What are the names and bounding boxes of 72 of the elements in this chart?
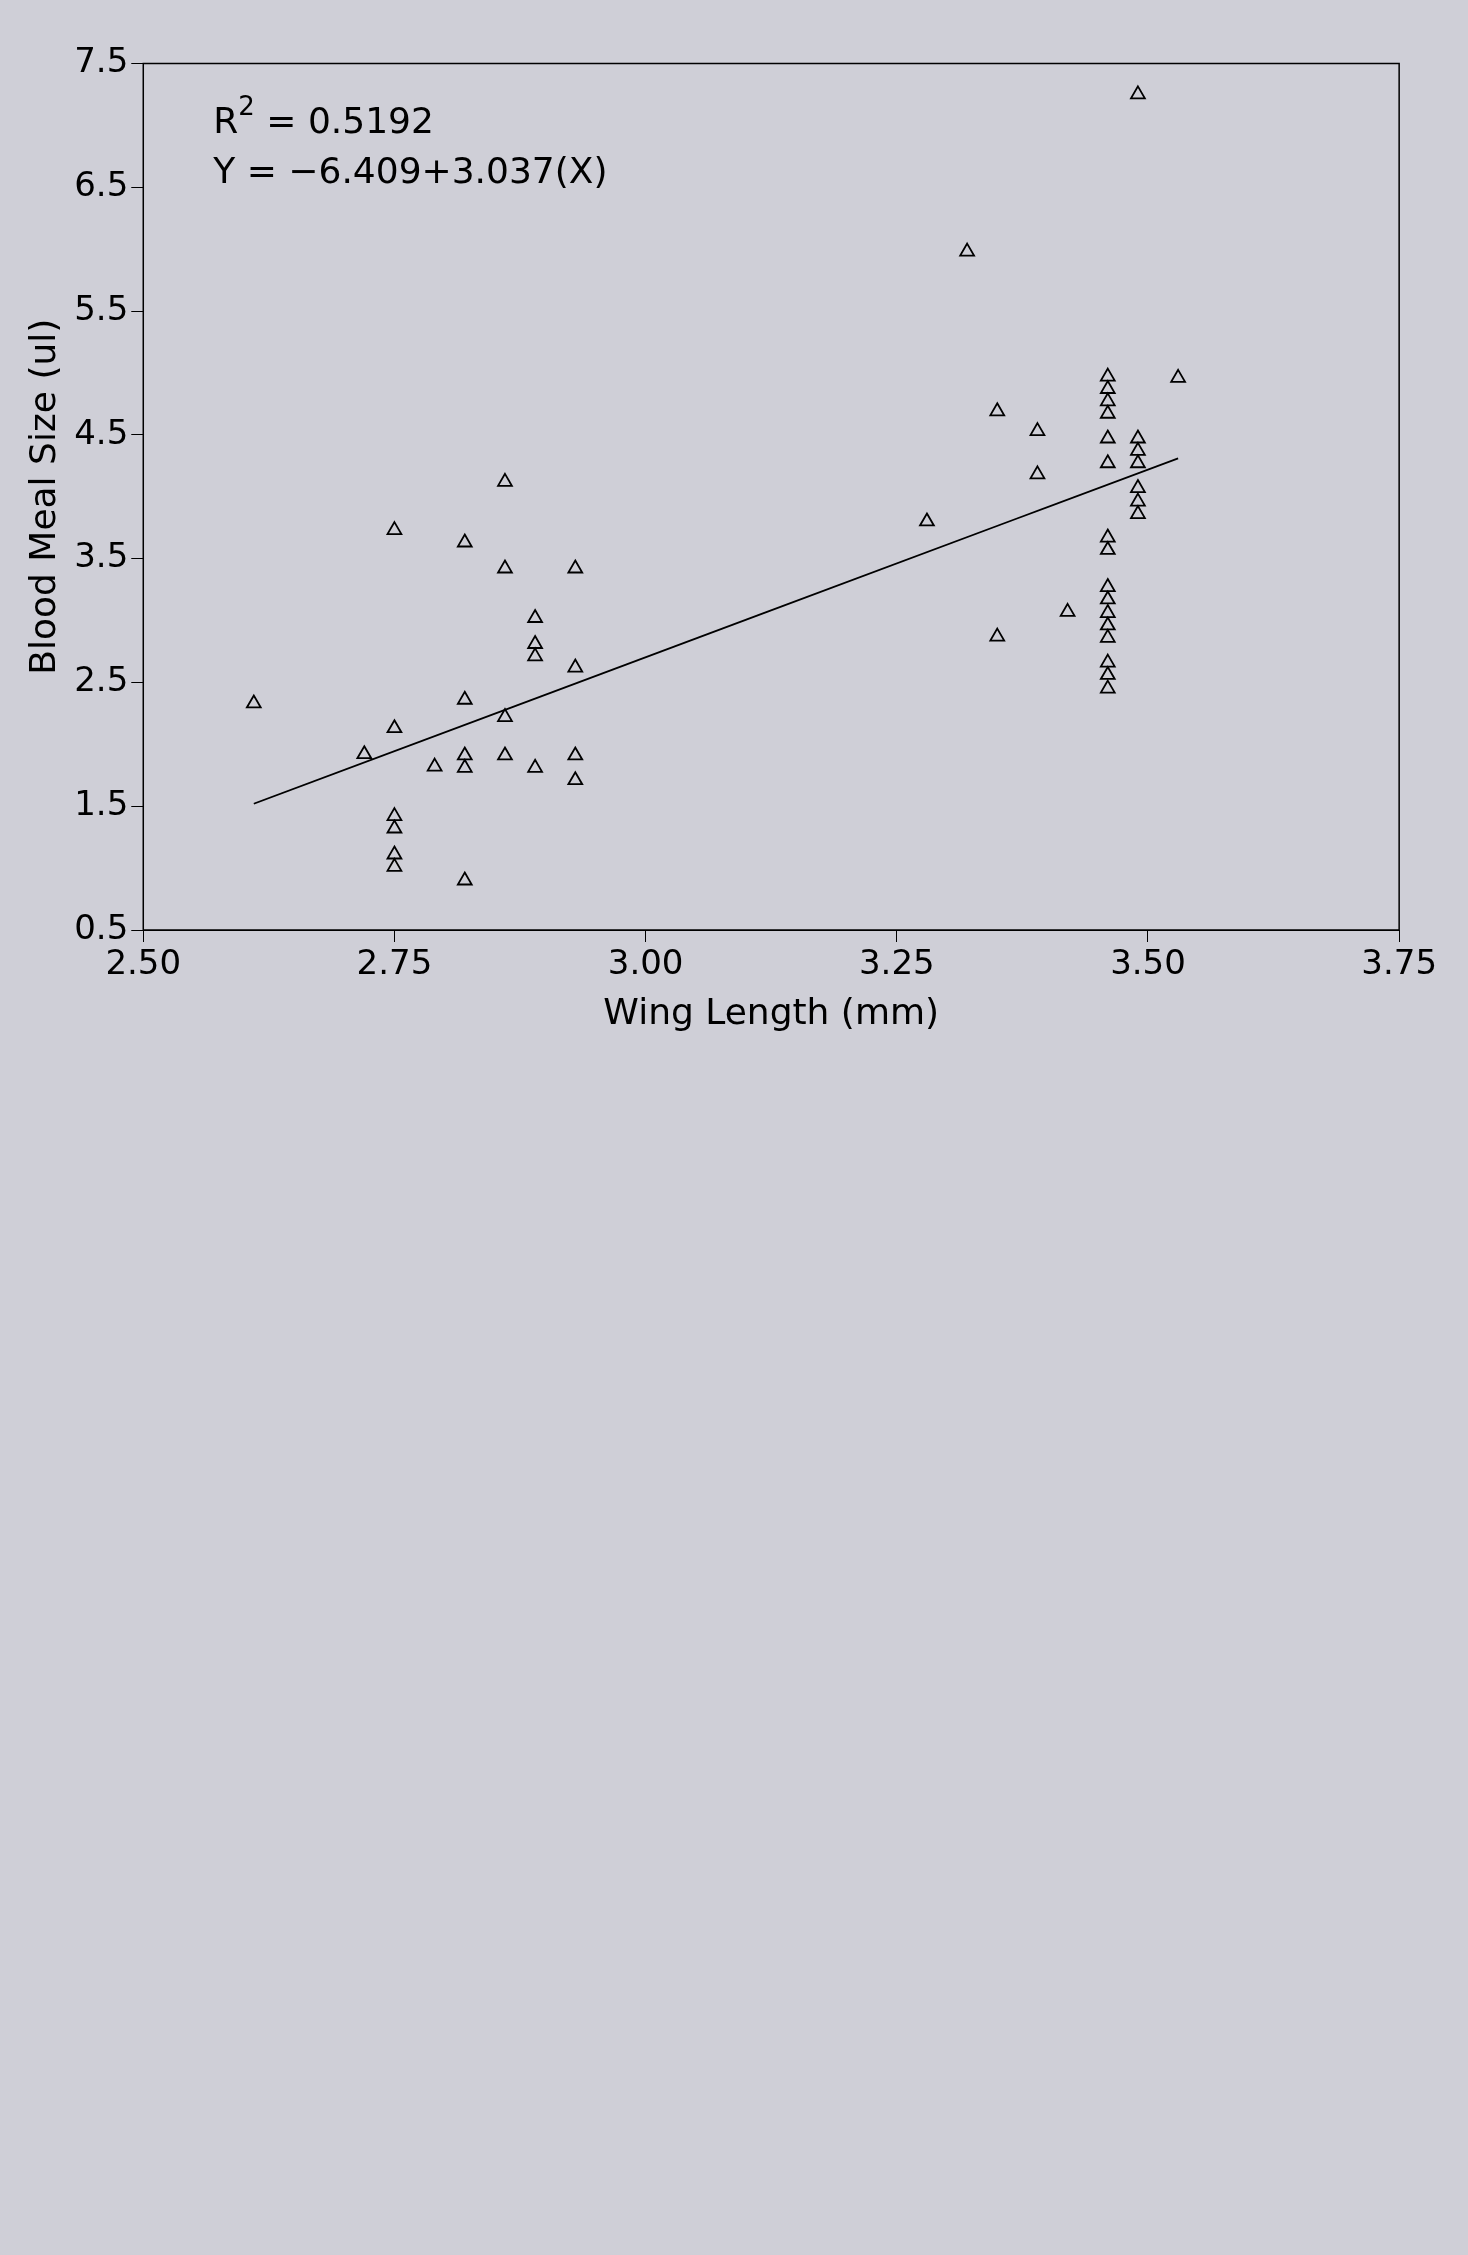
point	[1099, 392, 1116, 407]
point	[1059, 602, 1076, 617]
point	[1099, 578, 1116, 592]
point	[919, 512, 935, 527]
point	[1130, 441, 1146, 456]
point	[1130, 85, 1146, 100]
point	[456, 533, 473, 548]
point	[386, 845, 403, 860]
point	[959, 242, 975, 257]
point	[456, 746, 473, 761]
point	[497, 708, 513, 722]
x-tick-label: 2.75	[356, 942, 433, 983]
point	[456, 690, 473, 705]
point	[426, 757, 443, 772]
point	[1130, 479, 1146, 493]
x-tick-label: 3.50	[1110, 942, 1186, 983]
y-tick-label: 2.5	[74, 659, 129, 700]
point	[1130, 454, 1146, 469]
point	[1099, 679, 1116, 694]
point	[245, 694, 262, 709]
point	[497, 746, 513, 761]
point	[1099, 367, 1116, 382]
point	[1130, 429, 1146, 444]
point	[527, 758, 543, 773]
point	[567, 658, 584, 673]
x-tick-label: 3.75	[1361, 942, 1437, 983]
point	[527, 635, 543, 649]
point	[989, 627, 1006, 642]
y-tick-label: 5.5	[74, 287, 129, 328]
point	[1130, 505, 1146, 519]
y-tick-label: 7.5	[74, 40, 129, 81]
point	[1099, 380, 1116, 394]
point	[1099, 528, 1116, 543]
x-axis-title: Wing Length (mm)	[603, 990, 940, 1032]
point	[1099, 604, 1116, 618]
point	[567, 746, 584, 761]
point	[1099, 429, 1116, 444]
x-tick-label: 3.00	[607, 942, 684, 983]
point	[497, 559, 513, 574]
point	[456, 758, 473, 773]
point	[1029, 422, 1046, 436]
y-tick-label: 4.5	[74, 411, 129, 452]
y-tick-label: 1.5	[74, 783, 129, 824]
point	[1029, 465, 1046, 480]
point	[1099, 590, 1116, 605]
point	[386, 857, 403, 872]
point	[1130, 492, 1146, 507]
point	[527, 647, 543, 662]
y-tick-label: 3.5	[74, 535, 129, 576]
point	[356, 745, 373, 760]
point	[1170, 368, 1186, 383]
point	[1099, 653, 1116, 668]
x-tick-label: 3.25	[858, 942, 935, 983]
y-tick-label: 6.5	[74, 164, 129, 205]
point	[1099, 454, 1116, 469]
point	[1099, 541, 1116, 555]
point	[567, 559, 584, 574]
point	[386, 521, 403, 536]
point	[1099, 616, 1116, 631]
point	[386, 807, 403, 821]
point	[1099, 628, 1116, 643]
point	[989, 402, 1006, 417]
point	[456, 871, 473, 886]
point	[527, 609, 543, 623]
point	[1099, 404, 1116, 419]
point	[386, 719, 403, 734]
point	[497, 472, 513, 487]
annotation: Y = −6.409+3.037(X)	[212, 150, 608, 192]
y-axis-title: Blood Meal Size (ul)	[21, 318, 63, 675]
point	[1099, 666, 1116, 680]
point	[386, 819, 403, 834]
point	[567, 771, 584, 786]
